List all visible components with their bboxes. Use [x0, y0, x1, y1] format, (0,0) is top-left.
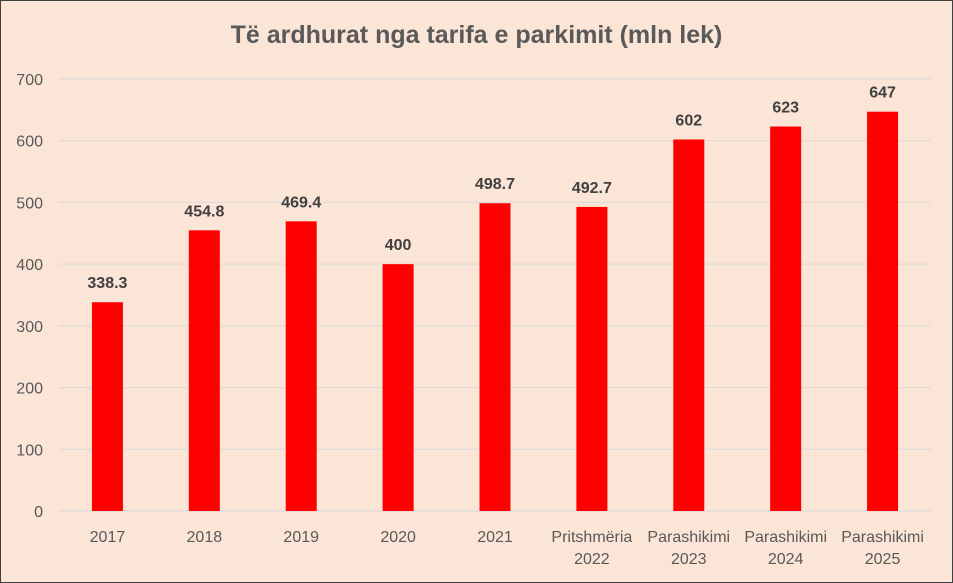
bar: [770, 126, 802, 512]
x-tick-label: 2021: [477, 529, 513, 546]
bar: [382, 264, 414, 511]
data-label: 469.4: [281, 194, 321, 211]
bar: [188, 230, 220, 511]
bar: [91, 302, 123, 511]
data-label: 602: [675, 112, 702, 129]
y-tick-label: 700: [16, 72, 43, 89]
y-tick-label: 400: [16, 257, 43, 274]
x-tick-label: 2019: [283, 529, 319, 546]
data-label: 454.8: [184, 203, 224, 220]
x-tick-label: 2023: [671, 551, 707, 568]
bar: [576, 206, 608, 511]
x-tick-label: 2024: [768, 551, 804, 568]
x-tick-label: Pritshmëria: [551, 529, 632, 546]
y-tick-label: 300: [16, 319, 43, 336]
y-tick-label: 200: [16, 381, 43, 398]
x-tick-label: 2018: [187, 529, 223, 546]
data-label: 400: [385, 237, 412, 254]
x-tick-label: 2020: [380, 529, 416, 546]
y-tick-label: 600: [16, 134, 43, 151]
bar: [479, 203, 511, 512]
y-tick-label: 0: [34, 504, 43, 521]
chart-title: Të ardhurat nga tarifa e parkimit (mln l…: [230, 21, 723, 49]
data-label: 492.7: [572, 180, 612, 197]
x-tick-label: Parashikimi: [647, 529, 730, 546]
x-tick-label: 2025: [865, 551, 901, 568]
data-label: 338.3: [87, 275, 127, 292]
x-tick-label: Parashikimi: [744, 529, 827, 546]
x-tick-label: 2017: [90, 529, 126, 546]
data-label: 647: [869, 85, 896, 102]
y-tick-label: 100: [16, 442, 43, 459]
data-label: 498.7: [475, 176, 515, 193]
y-tick-label: 500: [16, 195, 43, 212]
x-tick-label: 2022: [574, 551, 610, 568]
x-tick-label: Parashikimi: [841, 529, 924, 546]
bar: [673, 139, 705, 512]
data-label: 623: [772, 100, 799, 117]
bar: [867, 111, 899, 512]
bar: [285, 221, 317, 511]
